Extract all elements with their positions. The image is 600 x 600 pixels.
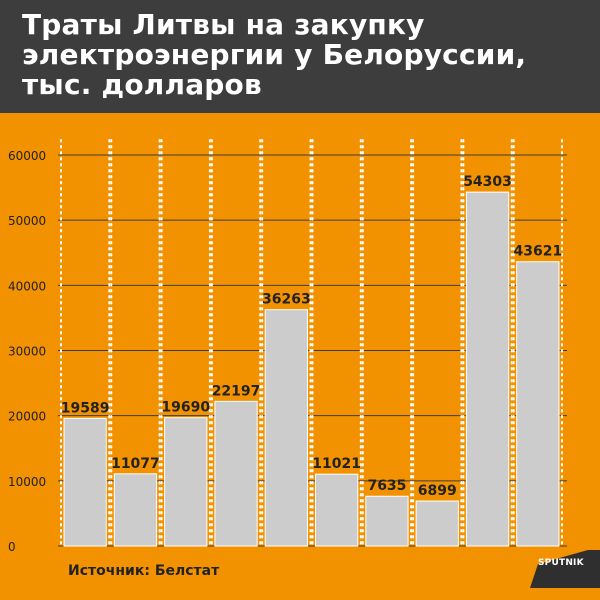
data-label: 7635 [367, 478, 406, 494]
y-tick-label: 40000 [8, 279, 46, 293]
data-label: 19690 [161, 400, 210, 416]
source-note: Источник: Белстат [68, 563, 220, 579]
bar [113, 473, 158, 547]
header: Траты Литвы на закупку электроэнергии у … [0, 0, 600, 113]
bar [315, 473, 359, 547]
bar [164, 417, 208, 547]
sputnik-logo [530, 550, 600, 588]
y-tick-label: 20000 [8, 410, 46, 424]
data-label: 22197 [212, 383, 261, 399]
bar [365, 495, 409, 547]
bar [264, 309, 309, 547]
data-label: 6899 [418, 483, 457, 499]
data-label: 19589 [61, 400, 110, 416]
y-tick-label: 10000 [8, 475, 46, 489]
y-tick-label: 0 [8, 540, 16, 554]
bar [465, 191, 510, 547]
data-label: 54303 [463, 174, 512, 190]
y-tick-label: 50000 [8, 214, 46, 228]
logo-text: SPUTNIK [538, 558, 584, 568]
data-label: 11077 [111, 456, 160, 472]
bar [63, 417, 107, 547]
bar [516, 261, 560, 547]
chart-title: Траты Литвы на закупку электроэнергии у … [22, 8, 527, 101]
bar [415, 500, 459, 547]
y-tick-label: 60000 [8, 149, 46, 163]
data-label: 43621 [513, 244, 562, 260]
y-tick-label: 30000 [8, 345, 46, 359]
bar [214, 400, 258, 547]
data-label: 11021 [312, 456, 361, 472]
data-label: 36263 [262, 292, 311, 308]
